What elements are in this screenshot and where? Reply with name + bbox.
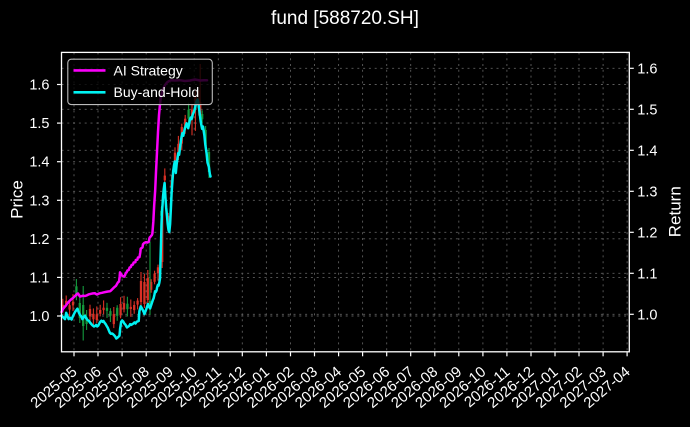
svg-text:1.1: 1.1 (29, 270, 49, 286)
svg-text:fund [588720.SH]: fund [588720.SH] (271, 8, 419, 29)
svg-text:1.5: 1.5 (637, 102, 657, 118)
svg-text:1.4: 1.4 (29, 155, 49, 171)
svg-text:1.6: 1.6 (29, 78, 49, 94)
svg-text:1.3: 1.3 (637, 184, 657, 200)
svg-text:Buy-and-Hold: Buy-and-Hold (114, 84, 200, 100)
svg-text:1.0: 1.0 (637, 307, 657, 323)
svg-text:1.3: 1.3 (29, 193, 49, 209)
svg-text:1.1: 1.1 (637, 266, 657, 282)
svg-text:1.0: 1.0 (29, 309, 49, 325)
svg-text:AI Strategy: AI Strategy (114, 62, 183, 78)
svg-text:Price: Price (8, 180, 27, 219)
svg-text:1.4: 1.4 (637, 143, 657, 159)
svg-text:1.2: 1.2 (29, 232, 49, 248)
svg-text:Return: Return (666, 186, 685, 237)
svg-text:1.6: 1.6 (637, 61, 657, 77)
svg-text:1.2: 1.2 (637, 225, 657, 241)
svg-text:1.5: 1.5 (29, 116, 49, 132)
